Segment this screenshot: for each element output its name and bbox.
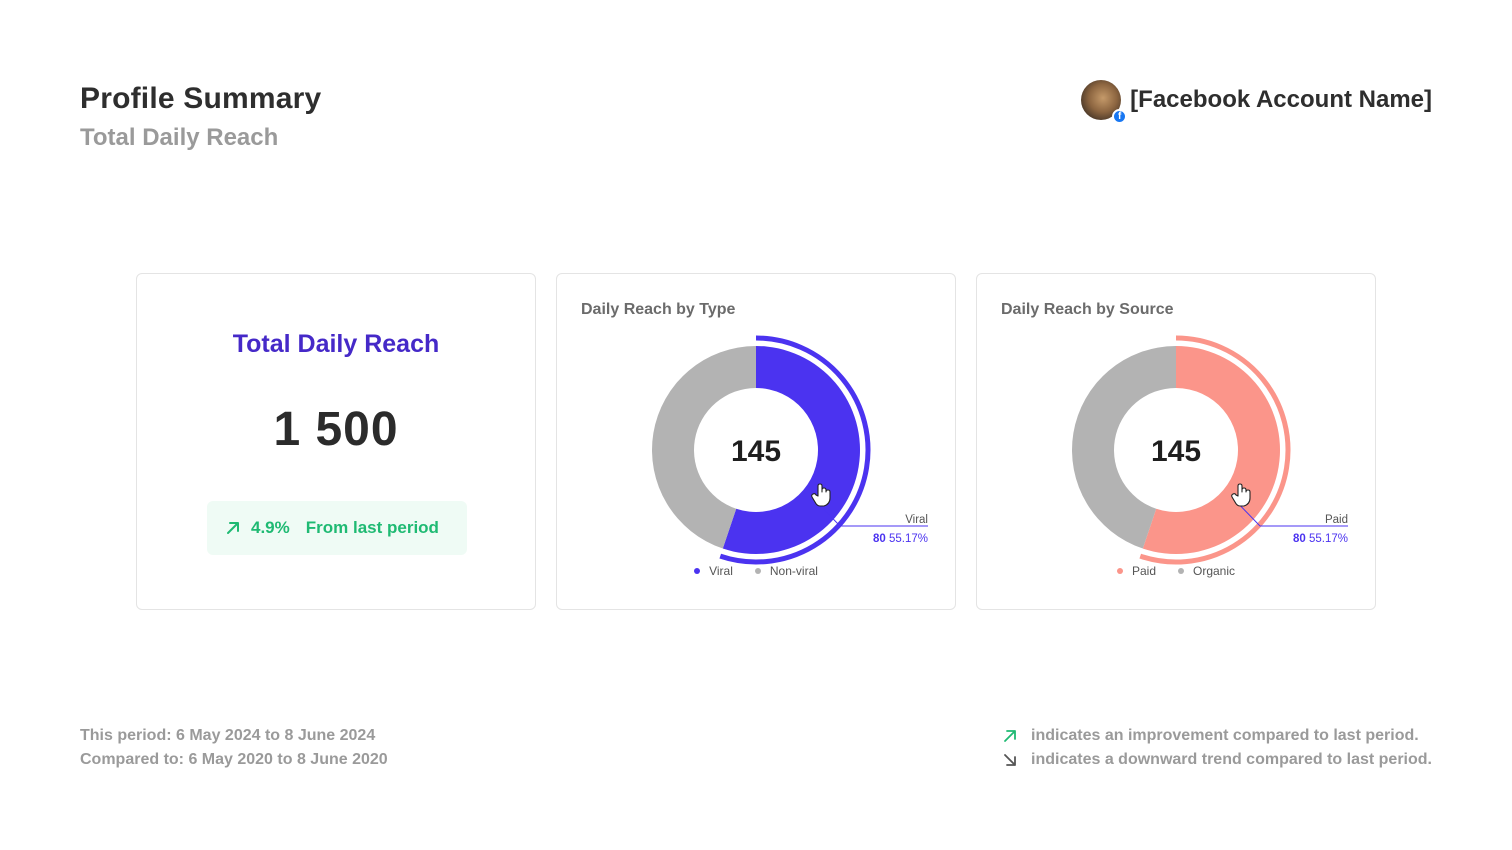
account-name[interactable]: [Facebook Account Name] [1130, 86, 1432, 113]
legend-item[interactable]: Non-viral [754, 564, 818, 578]
tooltip-name: Viral [905, 514, 928, 526]
legend-label: Paid [1131, 564, 1156, 578]
tooltip-count: 80 [873, 533, 889, 545]
downward-note-row: indicates a downward trend compared to l… [1003, 748, 1432, 772]
change-badge: 4.9% From last period [207, 501, 467, 555]
total-reach-value: 1 500 [273, 403, 399, 456]
avatar[interactable]: f [1081, 80, 1128, 124]
this-period: This period: 6 May 2024 to 8 June 2024 [80, 727, 376, 744]
legend-item[interactable]: Organic [1178, 564, 1235, 578]
change-percent: 4.9% [251, 518, 290, 537]
donut-slice-non-viral[interactable] [651, 346, 756, 549]
tooltip-leader [1239, 504, 1348, 527]
legend-item[interactable]: Viral [694, 564, 733, 578]
chart-title: Daily Reach by Type [581, 301, 736, 318]
tooltip-value: 80 55.17% [873, 533, 928, 545]
facebook-icon: f [1112, 109, 1128, 124]
arrow-up-right-icon [225, 520, 241, 536]
improvement-note-row: indicates an improvement compared to las… [1003, 724, 1432, 748]
highlight-ring [1139, 335, 1291, 565]
reach-by-source-card: Daily Reach by Source 145 Paid 80 55.17% P… [976, 273, 1376, 610]
donut-slice-organic[interactable] [1072, 346, 1176, 549]
account-info[interactable]: f [Facebook Account Name] [1081, 80, 1432, 124]
tooltip-name: Paid [1325, 514, 1348, 526]
page-subtitle: Total Daily Reach [80, 124, 279, 151]
tooltip-percent: 55.17% [889, 533, 928, 545]
hand-cursor-icon [811, 483, 831, 507]
page-title: Profile Summary [80, 82, 322, 115]
legend-dot [754, 568, 761, 574]
chart-legend: Viral Non-viral [557, 564, 955, 578]
tooltip-value: 80 55.17% [1293, 533, 1348, 545]
legend-label: Organic [1193, 564, 1236, 578]
tooltip-count: 80 [1293, 533, 1309, 545]
compared-period: Compared to: 6 May 2020 to 8 June 2020 [80, 751, 388, 768]
chart-title: Daily Reach by Source [1001, 301, 1174, 318]
total-reach-label: Total Daily Reach [232, 330, 440, 358]
highlight-ring [719, 335, 871, 565]
change-text: From last period [305, 518, 439, 537]
arrow-up-right-icon [1003, 729, 1031, 743]
downward-note: indicates a downward trend compared to l… [1031, 751, 1432, 768]
donut-center-value: 145 [1151, 435, 1201, 468]
hand-cursor-icon [1231, 483, 1251, 507]
legend-dot [1178, 568, 1184, 574]
tooltip-leader [819, 504, 928, 527]
reach-by-type-card: Daily Reach by Type 145 Viral 80 55.17% Vi… [556, 273, 956, 610]
chart-legend: Paid Organic [977, 564, 1375, 578]
total-reach-card: Total Daily Reach 1 500 4.9% From last p… [136, 273, 536, 610]
reach-by-type-donut[interactable]: 145 Viral 80 55.17% [557, 274, 957, 611]
legend-dot [1116, 568, 1123, 574]
reach-by-source-donut[interactable]: 145 Paid 80 55.17% [977, 274, 1377, 611]
page-header: Profile Summary Total Daily Reach [80, 82, 321, 152]
period-info: This period: 6 May 2024 to 8 June 2024 C… [80, 724, 388, 772]
legend-label: Non-viral [769, 564, 818, 578]
tooltip-percent: 55.17% [1309, 533, 1348, 545]
legend-label: Viral [709, 564, 733, 578]
legend-dot [694, 568, 701, 574]
trend-legend: indicates an improvement compared to las… [1003, 724, 1432, 772]
legend-item[interactable]: Paid [1116, 564, 1156, 578]
arrow-down-right-icon [1003, 753, 1031, 767]
highlight-gap [721, 341, 865, 559]
improvement-note: indicates an improvement compared to las… [1031, 727, 1419, 744]
donut-center-value: 145 [731, 435, 781, 468]
highlight-gap [1141, 341, 1285, 559]
